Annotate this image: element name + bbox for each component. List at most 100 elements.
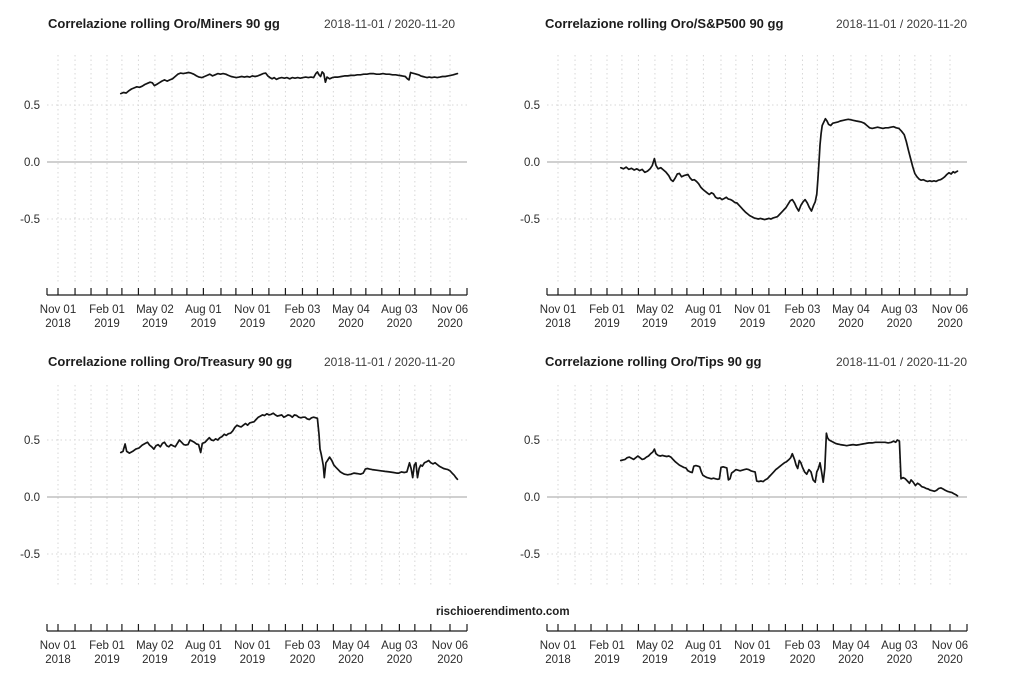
correlation-line bbox=[119, 71, 459, 95]
x-tick-label: Feb 01 bbox=[89, 304, 125, 316]
x-tick-label: 2020 bbox=[387, 318, 413, 330]
x-tick-label: 2019 bbox=[691, 654, 717, 666]
y-tick-label: 0.5 bbox=[24, 435, 40, 447]
x-tick-label: Aug 03 bbox=[881, 640, 917, 652]
x-tick-label: Aug 01 bbox=[685, 640, 721, 652]
x-tick-label: Nov 06 bbox=[932, 304, 968, 316]
chart-title: Correlazione rolling Oro/Miners 90 gg bbox=[48, 16, 280, 31]
x-tick-label: Aug 01 bbox=[185, 304, 221, 316]
x-tick-label: 2020 bbox=[838, 654, 864, 666]
x-tick-label: 2020 bbox=[387, 654, 413, 666]
x-tick-label: Nov 01 bbox=[734, 640, 770, 652]
correlation-line bbox=[119, 412, 459, 481]
y-tick-label: 0.5 bbox=[24, 100, 40, 112]
correlation-line bbox=[619, 432, 959, 497]
x-tick-label: Nov 06 bbox=[432, 640, 468, 652]
x-tick-label: 2019 bbox=[691, 318, 717, 330]
y-tick-labels: 0.5 0.0 -0.5 bbox=[520, 100, 540, 226]
x-tick-label: 2018 bbox=[545, 318, 571, 330]
x-tick-label: Aug 01 bbox=[685, 304, 721, 316]
x-tick-label: Nov 01 bbox=[234, 304, 270, 316]
chart-date-range: 2018-11-01 / 2020-11-20 bbox=[324, 17, 455, 31]
oro-miners-plot: Nov 01 2018 Feb 01 2019 May 02 2019 Aug 01 2019… bbox=[20, 55, 468, 330]
x-tick-label: 2020 bbox=[937, 318, 963, 330]
x-tick-label: Feb 03 bbox=[785, 304, 821, 316]
x-tick-label: 2020 bbox=[838, 318, 864, 330]
y-tick-labels: 0.5 0.0 -0.5 bbox=[520, 435, 540, 561]
oro-treasury-plot: Nov 01 2018 Feb 01 2019 May 02 2019 Aug 01 2019… bbox=[20, 385, 468, 666]
x-axis bbox=[46, 624, 468, 632]
x-tick-label: Nov 01 bbox=[540, 304, 576, 316]
x-tick-label: 2018 bbox=[545, 654, 571, 666]
gridlines bbox=[47, 385, 467, 585]
x-tick-label: Nov 01 bbox=[40, 640, 76, 652]
y-tick-label: 0.0 bbox=[24, 157, 40, 169]
x-tick-label: Aug 01 bbox=[185, 640, 221, 652]
chart-title: Correlazione rolling Oro/Tips 90 gg bbox=[545, 354, 762, 369]
chart-date-range: 2018-11-01 / 2020-11-20 bbox=[324, 355, 455, 369]
oro-sp500-plot: Nov 01 2018 Feb 01 2019 May 02 2019 Aug 01 2019… bbox=[520, 55, 968, 330]
chart-oro-tips: Nov 01 2018 Feb 01 2019 May 02 2019 Aug 01 2019… bbox=[512, 341, 1024, 682]
y-tick-label: 0.5 bbox=[524, 435, 540, 447]
oro-tips-plot: Nov 01 2018 Feb 01 2019 May 02 2019 Aug 01 2019… bbox=[520, 385, 968, 666]
x-tick-label: May 02 bbox=[136, 640, 174, 652]
x-tick-label: 2020 bbox=[887, 654, 913, 666]
x-axis bbox=[546, 624, 968, 632]
x-tick-label: 2020 bbox=[290, 318, 316, 330]
correlation-line bbox=[619, 117, 959, 221]
gridlines bbox=[547, 385, 967, 585]
y-tick-label: -0.5 bbox=[20, 549, 40, 561]
chart-date-range: 2018-11-01 / 2020-11-20 bbox=[836, 17, 967, 31]
chart-date-range: 2018-11-01 / 2020-11-20 bbox=[836, 355, 967, 369]
x-tick-label: 2019 bbox=[740, 654, 766, 666]
x-tick-label: 2020 bbox=[338, 654, 364, 666]
x-tick-label: May 04 bbox=[832, 640, 870, 652]
x-tick-label: 2019 bbox=[740, 318, 766, 330]
x-axis bbox=[546, 288, 968, 296]
x-tick-labels: Nov 01 2018 Feb 01 2019 May 02 2019 Aug 01 2019… bbox=[540, 640, 968, 666]
x-tick-label: Nov 06 bbox=[932, 640, 968, 652]
x-tick-label: 2019 bbox=[94, 318, 120, 330]
x-tick-label: Nov 01 bbox=[234, 640, 270, 652]
x-tick-labels: Nov 01 2018 Feb 01 2019 May 02 2019 Aug 01 2019… bbox=[540, 304, 968, 330]
y-tick-label: -0.5 bbox=[520, 214, 540, 226]
x-tick-label: Aug 03 bbox=[381, 304, 417, 316]
x-tick-label: 2018 bbox=[45, 318, 71, 330]
x-tick-label: 2020 bbox=[790, 654, 816, 666]
y-tick-label: 0.0 bbox=[524, 157, 540, 169]
gridlines bbox=[547, 55, 967, 283]
x-tick-labels: Nov 01 2018 Feb 01 2019 May 02 2019 Aug 01 2019… bbox=[40, 640, 468, 666]
x-tick-label: 2019 bbox=[142, 318, 168, 330]
watermark-rischioerendimento: rischioerendimento.com bbox=[436, 606, 570, 618]
x-tick-label: Nov 01 bbox=[40, 304, 76, 316]
x-tick-label: 2019 bbox=[642, 318, 668, 330]
x-tick-label: Feb 01 bbox=[589, 304, 625, 316]
x-tick-label: Aug 03 bbox=[881, 304, 917, 316]
x-tick-label: 2020 bbox=[887, 318, 913, 330]
y-tick-label: -0.5 bbox=[20, 214, 40, 226]
y-tick-label: -0.5 bbox=[520, 549, 540, 561]
x-tick-label: May 02 bbox=[636, 640, 674, 652]
x-tick-labels: Nov 01 2018 Feb 01 2019 May 02 2019 Aug 01 2019… bbox=[40, 304, 468, 330]
chart-oro-miners: Nov 01 2018 Feb 01 2019 May 02 2019 Aug 01 2019… bbox=[0, 0, 512, 341]
x-tick-label: Feb 03 bbox=[785, 640, 821, 652]
x-tick-label: 2019 bbox=[191, 318, 217, 330]
x-tick-label: 2019 bbox=[94, 654, 120, 666]
x-tick-label: 2019 bbox=[240, 318, 266, 330]
x-tick-label: 2020 bbox=[290, 654, 316, 666]
x-tick-label: Aug 03 bbox=[381, 640, 417, 652]
x-tick-label: Feb 01 bbox=[589, 640, 625, 652]
x-tick-label: Feb 03 bbox=[285, 304, 321, 316]
x-tick-label: 2019 bbox=[142, 654, 168, 666]
chart-title: Correlazione rolling Oro/Treasury 90 gg bbox=[48, 354, 293, 369]
x-tick-label: Nov 01 bbox=[734, 304, 770, 316]
x-tick-label: May 04 bbox=[832, 304, 870, 316]
x-tick-label: 2020 bbox=[937, 654, 963, 666]
x-tick-label: May 04 bbox=[332, 304, 370, 316]
chart-oro-sp500: Nov 01 2018 Feb 01 2019 May 02 2019 Aug 01 2019… bbox=[512, 0, 1024, 341]
x-tick-label: 2020 bbox=[437, 318, 463, 330]
x-tick-label: Feb 03 bbox=[285, 640, 321, 652]
x-tick-label: Nov 06 bbox=[432, 304, 468, 316]
x-tick-label: 2020 bbox=[790, 318, 816, 330]
